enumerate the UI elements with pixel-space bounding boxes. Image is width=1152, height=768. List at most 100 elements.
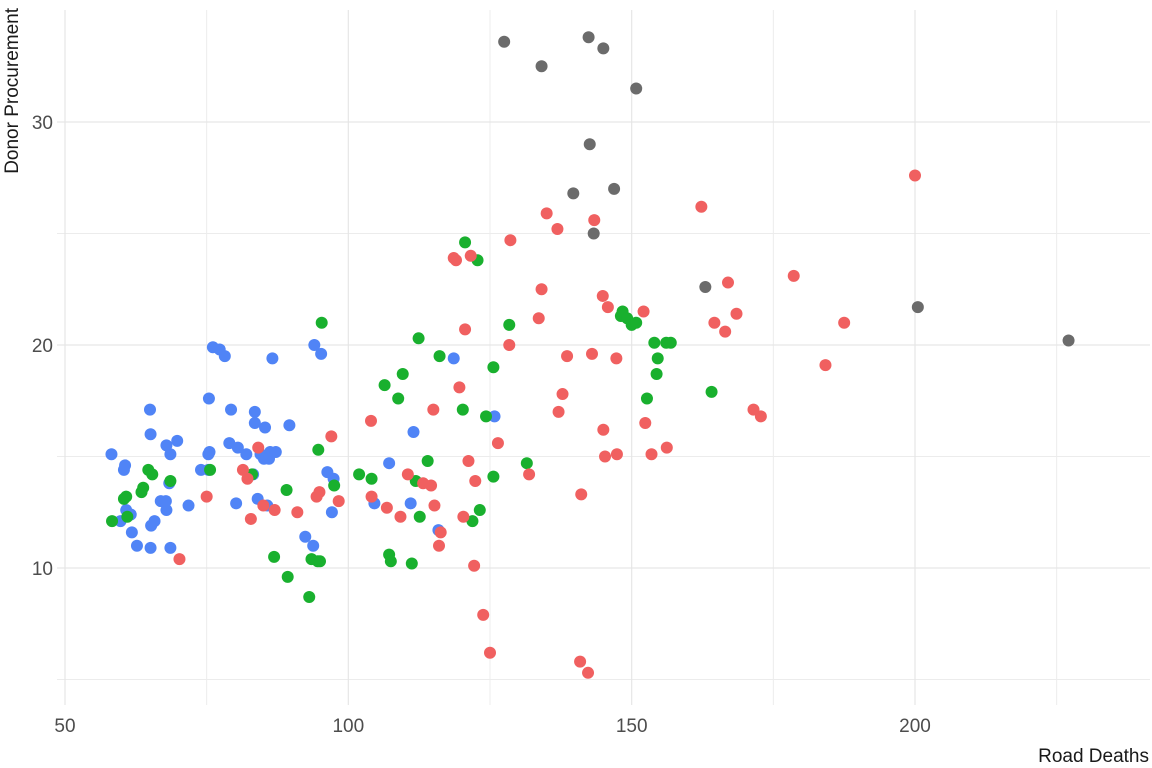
y-tick-label: 20 [32, 336, 53, 357]
data-point [754, 410, 767, 423]
data-point [596, 289, 609, 302]
data-point [695, 200, 708, 213]
x-tick-label: 150 [616, 716, 648, 737]
data-point [651, 352, 664, 365]
data-point [556, 388, 569, 401]
data-point [457, 510, 470, 523]
data-point [171, 434, 184, 447]
data-point [269, 446, 282, 459]
data-point [241, 472, 254, 485]
data-point [597, 423, 610, 436]
data-point [259, 421, 272, 434]
data-point [464, 249, 477, 262]
data-point [447, 352, 460, 365]
data-point [722, 276, 734, 289]
data-point [365, 472, 378, 485]
data-point [404, 497, 417, 510]
data-point [332, 495, 345, 508]
data-point [583, 138, 596, 151]
data-point [582, 666, 595, 679]
data-point [425, 479, 438, 492]
data-point [466, 515, 479, 528]
data-point [281, 570, 294, 583]
data-point [268, 550, 281, 563]
data-point [456, 403, 469, 416]
data-point [182, 499, 195, 512]
data-point [664, 336, 677, 349]
data-point [503, 339, 516, 351]
data-point [164, 475, 177, 488]
data-point [630, 316, 643, 329]
data-point [911, 301, 924, 314]
data-point [819, 359, 832, 372]
data-point [144, 403, 156, 416]
data-point [459, 236, 472, 249]
data-point [120, 490, 133, 503]
data-point [231, 441, 244, 454]
x-tick-label: 100 [332, 716, 364, 737]
y-axis-label: Donor Procurement [2, 7, 23, 174]
data-point [433, 350, 446, 363]
data-point [392, 392, 405, 405]
data-point [520, 457, 533, 470]
data-point [252, 441, 265, 454]
data-point [105, 448, 118, 461]
x-axis-ticks: 50 100 150 200 [54, 716, 930, 737]
data-point [315, 316, 328, 329]
data-point [487, 361, 500, 374]
data-point [257, 499, 270, 512]
data-point [412, 332, 425, 345]
data-point [484, 646, 496, 659]
data-point [407, 425, 420, 438]
data-point [144, 541, 157, 554]
data-point [394, 510, 407, 523]
data-point [303, 590, 316, 603]
data-point [204, 463, 217, 476]
data-point [125, 526, 138, 539]
data-point [401, 468, 414, 481]
data-point [503, 318, 516, 331]
data-point [586, 347, 598, 360]
data-point [535, 60, 548, 73]
data-point [909, 169, 921, 182]
data-point [248, 417, 261, 430]
data-point [487, 470, 500, 483]
data-point [719, 325, 732, 338]
data-point [144, 428, 157, 441]
data-point [468, 559, 481, 572]
data-point [137, 481, 150, 494]
data-point [308, 339, 321, 351]
data-point [639, 417, 652, 430]
data-point [459, 323, 472, 336]
data-point [325, 430, 338, 443]
data-point [599, 450, 612, 463]
data-point [218, 350, 231, 363]
data-point [244, 512, 257, 525]
data-point [240, 448, 253, 461]
data-point [469, 475, 482, 488]
data-point [173, 553, 186, 566]
data-point [159, 495, 172, 508]
data-point [225, 403, 238, 416]
data-point [121, 510, 134, 523]
data-point [532, 312, 545, 325]
data-point [601, 301, 614, 314]
data-point [299, 530, 312, 543]
data-point [453, 381, 466, 394]
data-point [551, 223, 564, 236]
data-point [561, 350, 574, 363]
data-point [705, 385, 718, 398]
data-point [307, 539, 320, 552]
data-point [608, 182, 621, 195]
data-point [574, 655, 587, 668]
data-point [236, 463, 249, 476]
data-point [130, 539, 143, 552]
data-point [106, 515, 119, 528]
data-point [378, 379, 391, 392]
data-point [597, 42, 610, 55]
data-point [428, 499, 441, 512]
data-point [587, 227, 600, 240]
data-point [248, 405, 261, 418]
data-point [447, 252, 460, 265]
